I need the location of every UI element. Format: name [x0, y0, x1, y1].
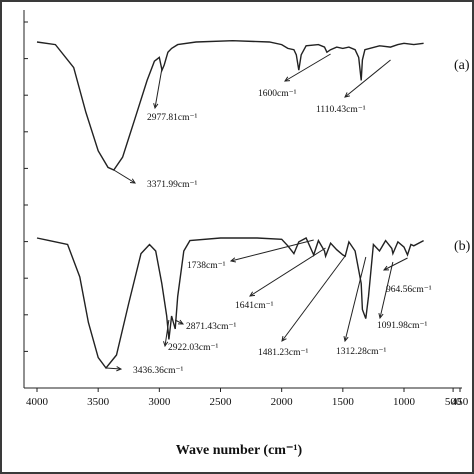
- annotation-arrow: [164, 319, 170, 347]
- annotation-arrowhead: [177, 319, 185, 325]
- x-tick-label: 450: [452, 396, 469, 408]
- annotation-arrow: [113, 169, 136, 184]
- peak-annotation: 964.56cm⁻¹: [386, 285, 432, 295]
- annotation-arrow: [249, 247, 326, 297]
- panel-label: (b): [454, 239, 471, 254]
- panel-labels: (a) (b): [454, 58, 471, 254]
- annotation-arrowhead: [343, 336, 349, 343]
- annotation-arrowhead: [129, 178, 136, 184]
- peak-annotation: 3436.36cm⁻¹: [133, 366, 183, 376]
- peak-annotation: 1091.98cm⁻¹: [377, 321, 427, 331]
- annotation-arrowhead: [163, 341, 169, 348]
- peak-annotation: 2922.03cm⁻¹: [168, 343, 218, 353]
- peak-annotation: 2871.43cm⁻¹: [186, 322, 236, 332]
- annotation-arrowhead: [281, 335, 287, 342]
- x-tick-label: 2500: [210, 396, 233, 408]
- series-line: [36, 237, 424, 370]
- x-axis-label: Wave number (cm⁻¹): [176, 443, 303, 458]
- annotation-arrow: [281, 255, 346, 342]
- annotation-arrow: [284, 53, 331, 82]
- y-ticks: [24, 21, 28, 389]
- peak-annotation: 1481.23cm⁻¹: [258, 348, 308, 358]
- annotation-arrow: [344, 256, 367, 342]
- annotation-arrowhead: [378, 313, 384, 320]
- annotation-arrow: [383, 257, 408, 271]
- x-tick-label: 3500: [87, 396, 110, 408]
- peak-annotation: 1738cm⁻¹: [187, 261, 226, 271]
- series-group: [36, 39, 424, 370]
- annotation-arrow: [174, 319, 184, 325]
- annotation-arrowhead: [382, 265, 390, 271]
- annotation-arrowhead: [249, 291, 256, 297]
- annotation-arrowhead: [229, 257, 236, 263]
- annotation-arrow: [105, 367, 122, 370]
- axes: [23, 10, 462, 389]
- annotation-arrow: [154, 67, 163, 109]
- annotation-arrow: [379, 261, 394, 319]
- annotation-arrow: [344, 59, 391, 98]
- annotation-arrow: [230, 239, 314, 262]
- annotation-arrowhead: [284, 76, 291, 82]
- peak-annotation: 1641cm⁻¹: [235, 301, 274, 311]
- x-tick-label: 1500: [332, 396, 355, 408]
- peak-annotation: 1600cm⁻¹: [258, 89, 297, 99]
- peak-annotation: 1312.28cm⁻¹: [336, 347, 386, 357]
- x-tick-label: 2000: [271, 396, 294, 408]
- x-tick-label: 4000: [26, 396, 49, 408]
- peak-annotation: 1110.43cm⁻¹: [316, 105, 366, 115]
- annotation-arrowhead: [153, 103, 159, 110]
- annotations-group: 2977.81cm⁻¹ 3371.99cm⁻¹ 1600cm⁻¹ 1110.43cm⁻…: [105, 53, 432, 376]
- x-tick-label: 3000: [148, 396, 171, 408]
- annotation-arrowhead: [116, 366, 123, 372]
- annotation-arrowhead: [344, 92, 350, 98]
- x-tick-label: 500: [445, 396, 462, 408]
- peak-annotation: 3371.99cm⁻¹: [147, 180, 197, 190]
- peak-annotation: 2977.81cm⁻¹: [147, 113, 197, 123]
- panel-label: (a): [454, 58, 470, 73]
- x-tick-label: 1000: [393, 396, 416, 408]
- series-line: [36, 39, 424, 171]
